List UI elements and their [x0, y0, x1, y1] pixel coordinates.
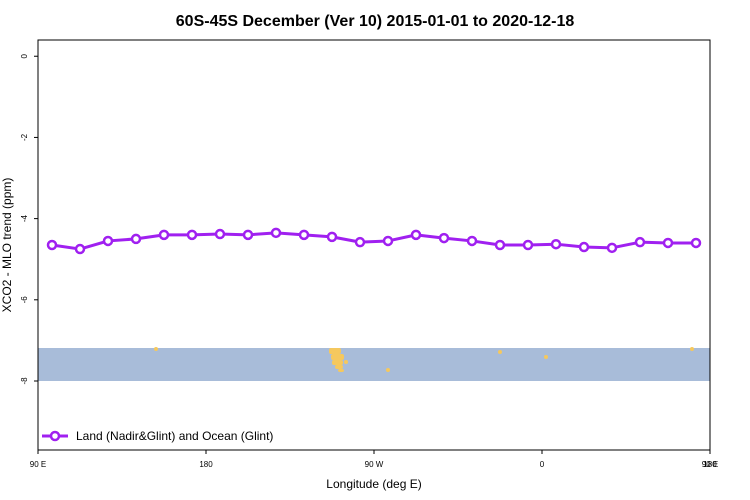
- x-tick-label: 90 E: [702, 460, 718, 469]
- y-axis: 0 -2 -4 -6 -8: [20, 53, 38, 385]
- data-point: [438, 232, 450, 244]
- map-background: [38, 347, 710, 381]
- x-tick-label: 90 W: [365, 460, 384, 469]
- chart-title: 60S-45S December (Ver 10) 2015-01-01 to …: [176, 13, 575, 30]
- land-patch: [332, 360, 343, 365]
- island-speck: [386, 368, 390, 372]
- x-axis-title: Longitude (deg E): [326, 477, 421, 491]
- island-speck: [154, 347, 158, 351]
- island-speck: [690, 347, 694, 351]
- data-point: [298, 229, 310, 241]
- legend-swatch-marker: [49, 430, 61, 442]
- data-point: [634, 236, 646, 248]
- y-tick-label: -2: [20, 133, 29, 141]
- data-point: [354, 236, 366, 248]
- data-point: [690, 237, 702, 249]
- series-layer: [46, 227, 702, 255]
- data-point: [214, 228, 226, 240]
- data-point: [130, 233, 142, 245]
- x-tick-label: 0: [540, 460, 545, 469]
- x-tick-label: 180: [199, 460, 213, 469]
- land-patch: [329, 348, 341, 354]
- island-speck: [344, 360, 348, 364]
- data-point: [102, 235, 114, 247]
- data-point: [382, 235, 394, 247]
- data-point: [466, 235, 478, 247]
- data-point: [186, 229, 198, 241]
- island-speck: [498, 350, 502, 354]
- ocean-band: [38, 348, 710, 381]
- y-tick-label: -8: [20, 377, 29, 385]
- land-patch: [331, 354, 344, 360]
- data-point: [270, 227, 282, 239]
- data-point: [74, 243, 86, 255]
- y-tick-label: 0: [20, 53, 29, 58]
- legend-label: Land (Nadir&Glint) and Ocean (Glint): [76, 429, 273, 443]
- series-line: [51, 231, 696, 251]
- data-point: [522, 239, 534, 251]
- data-point: [494, 239, 506, 251]
- y-axis-title: XCO2 - MLO trend (ppm): [0, 178, 14, 313]
- data-point: [578, 241, 590, 253]
- data-point: [158, 229, 170, 241]
- legend: Land (Nadir&Glint) and Ocean (Glint): [42, 429, 273, 443]
- data-point: [46, 239, 58, 251]
- data-point: [550, 238, 562, 250]
- y-tick-label: -6: [20, 296, 29, 304]
- data-point: [326, 231, 338, 243]
- land-patch: [335, 365, 343, 369]
- data-point: [410, 229, 422, 241]
- x-tick-label: 90 E: [30, 460, 46, 469]
- x-tick-label: 180: [703, 460, 717, 469]
- y-tick-label: -4: [20, 215, 29, 223]
- island-speck: [544, 355, 548, 359]
- land-patch: [338, 369, 344, 372]
- data-point: [606, 242, 618, 254]
- data-point: [662, 237, 674, 249]
- data-point: [242, 229, 254, 241]
